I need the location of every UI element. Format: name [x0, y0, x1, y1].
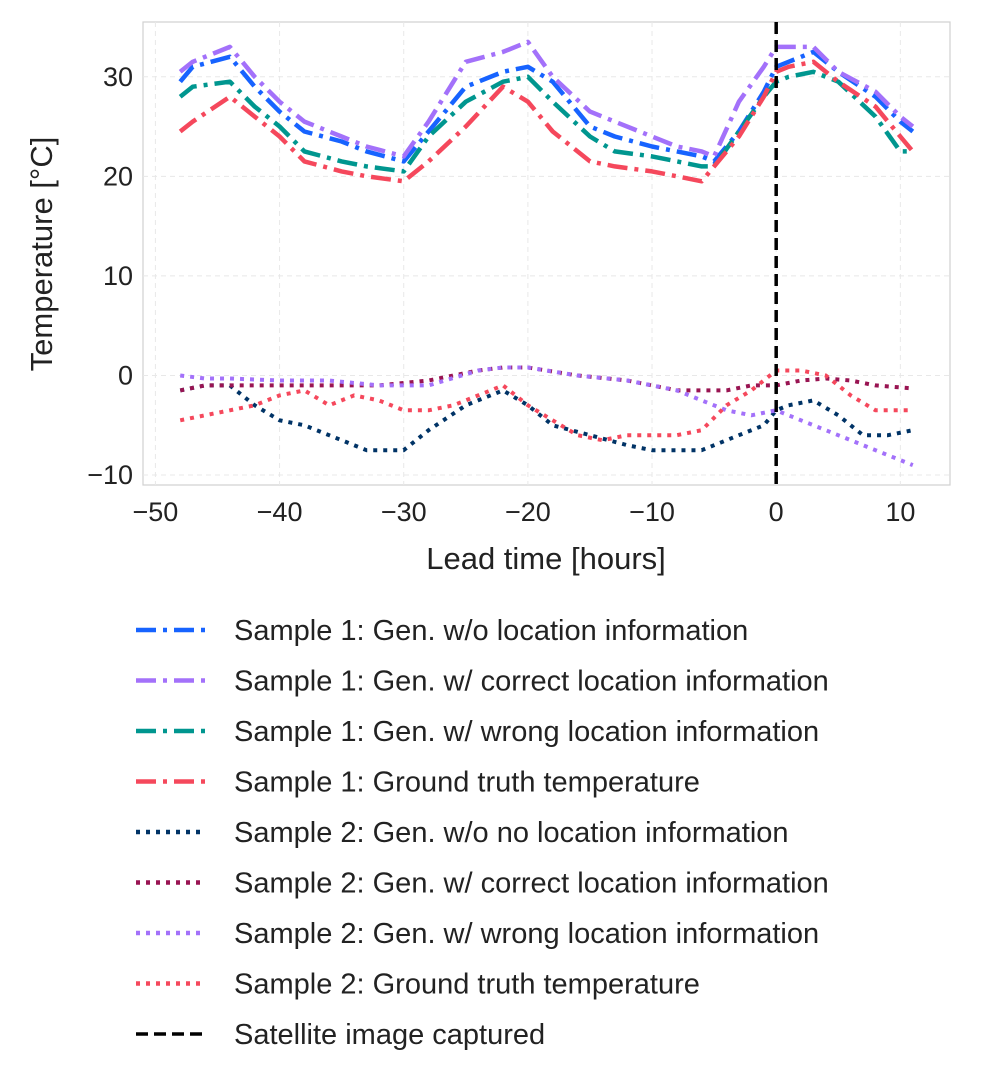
y-tick-label: 0: [118, 360, 133, 390]
legend-entry-label: Sample 1: Ground truth temperature: [234, 767, 700, 799]
legend: Sample 1: Gen. w/o location information S…: [136, 615, 829, 1051]
series-line-1: [178, 49, 915, 164]
legend-entry-label: Sample 1: Gen. w/o location information: [234, 615, 748, 647]
legend-entry-label: Sample 1: Gen. w/ wrong location informa…: [234, 716, 819, 748]
legend-entry-label: Satellite image captured: [234, 1019, 545, 1051]
legend-entry-label: Sample 2: Ground truth temperature: [234, 969, 700, 1001]
x-tick-label: −20: [505, 497, 551, 527]
y-axis-title: Temperature [°C]: [24, 137, 59, 372]
x-tick-labels: −50 −40 −30 −20 −10 0 10: [133, 497, 916, 527]
legend-entry-label: Sample 2: Gen. w/ correct location infor…: [234, 868, 829, 900]
x-tick-label: 10: [885, 497, 915, 527]
series-layer: [178, 22, 915, 485]
series-line-4: [178, 59, 915, 184]
series-line-7: [179, 365, 914, 467]
y-tick-label: −10: [87, 460, 133, 490]
series-line-8: [179, 368, 913, 443]
legend-entry-label: Sample 1: Gen. w/ correct location infor…: [234, 666, 829, 698]
series-line-3: [178, 69, 913, 174]
series-line-2: [178, 39, 915, 159]
x-tick-label: −10: [629, 497, 675, 527]
series-line-6: [179, 365, 913, 393]
legend-entry-label: Sample 2: Gen. w/o no location informati…: [234, 817, 789, 849]
x-tick-label: −30: [381, 497, 427, 527]
x-tick-label: −40: [257, 497, 303, 527]
y-tick-label: 20: [103, 161, 133, 191]
y-tick-label: 10: [103, 261, 133, 291]
y-tick-label: 30: [103, 62, 133, 92]
y-tick-labels: −10 0 10 20 30: [87, 62, 133, 490]
legend-entry-label: Sample 2: Gen. w/ wrong location informa…: [234, 918, 819, 950]
x-tick-label: −50: [133, 497, 179, 527]
x-axis-title: Lead time [hours]: [426, 541, 666, 576]
x-tick-label: 0: [769, 497, 784, 527]
